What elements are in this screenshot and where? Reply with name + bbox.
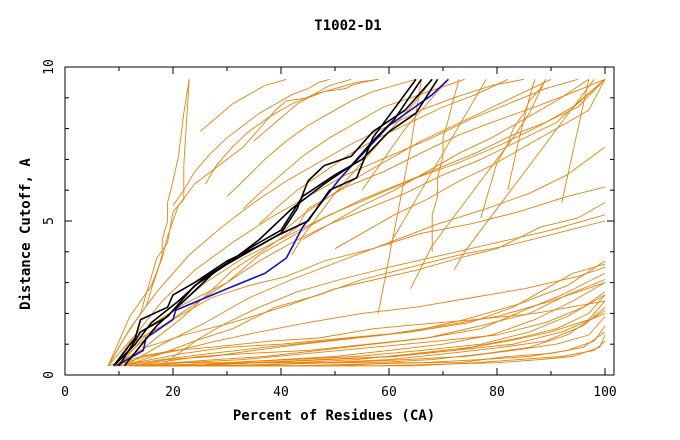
series-line-47	[480, 79, 546, 219]
series-line-22	[124, 279, 606, 367]
x-tick-label: 80	[489, 385, 505, 400]
series-line-5	[113, 78, 417, 367]
series-line-12	[113, 186, 606, 367]
series-line-30	[118, 282, 606, 367]
series-line-57	[145, 79, 190, 308]
series-line-31	[129, 291, 606, 367]
series-line-51	[361, 79, 449, 191]
series-line-24	[135, 306, 606, 367]
x-tick-label: 60	[381, 385, 397, 400]
series-line-33	[113, 78, 606, 367]
series-line-11	[118, 202, 606, 367]
x-tick-label: 40	[273, 385, 289, 400]
series-line-13	[124, 220, 606, 367]
series-line-55	[561, 79, 590, 203]
series-line-9	[113, 78, 606, 367]
series-line-56	[291, 79, 433, 256]
series-line-36	[113, 78, 579, 367]
series-layer	[107, 78, 606, 367]
series-line-6	[107, 78, 379, 366]
series-line-46	[431, 79, 460, 252]
x-tick-label: 20	[165, 385, 181, 400]
series-line-52	[410, 79, 547, 290]
series-line-16	[140, 282, 606, 367]
series-line-41	[242, 78, 465, 210]
axis-layer: 0 20 40 60 80 100 0 5 10	[42, 59, 617, 400]
series-line-29	[113, 266, 606, 367]
series-line-38	[172, 78, 330, 206]
series-line-37	[118, 78, 606, 367]
x-tick-label: 0	[61, 385, 69, 400]
series-line-39	[205, 78, 379, 185]
chart-title: T1002-D1	[314, 18, 381, 34]
series-line-59	[161, 214, 606, 367]
series-line-8	[108, 300, 606, 367]
series-line-34	[124, 146, 606, 367]
series-line-54	[507, 79, 536, 191]
y-tick-label: 10	[42, 59, 57, 75]
series-line-43	[280, 78, 552, 234]
series-line-53	[453, 79, 595, 271]
series-line-45	[334, 79, 606, 250]
series-line-58	[377, 79, 422, 314]
y-tick-label: 0	[42, 371, 57, 379]
series-line-42	[259, 78, 508, 225]
y-axis-label: Distance Cutoff, A	[18, 158, 34, 310]
series-line-7	[107, 79, 190, 367]
x-tick-label: 100	[593, 385, 616, 400]
series-line-44	[302, 78, 590, 240]
series-line-10	[107, 78, 606, 367]
x-axis-label: Percent of Residues (CA)	[233, 408, 435, 424]
series-line-48	[388, 79, 487, 246]
series-line-50	[199, 78, 287, 133]
y-tick-label: 5	[42, 217, 57, 225]
series-line-28	[173, 334, 606, 367]
series-line-26	[151, 316, 606, 367]
series-line-49	[253, 78, 352, 142]
series-line-32	[140, 312, 606, 367]
series-line-3	[118, 78, 423, 367]
series-line-21	[118, 263, 606, 367]
series-line-35	[107, 78, 525, 367]
series-line-40	[226, 78, 417, 197]
series-line-4	[123, 78, 439, 367]
